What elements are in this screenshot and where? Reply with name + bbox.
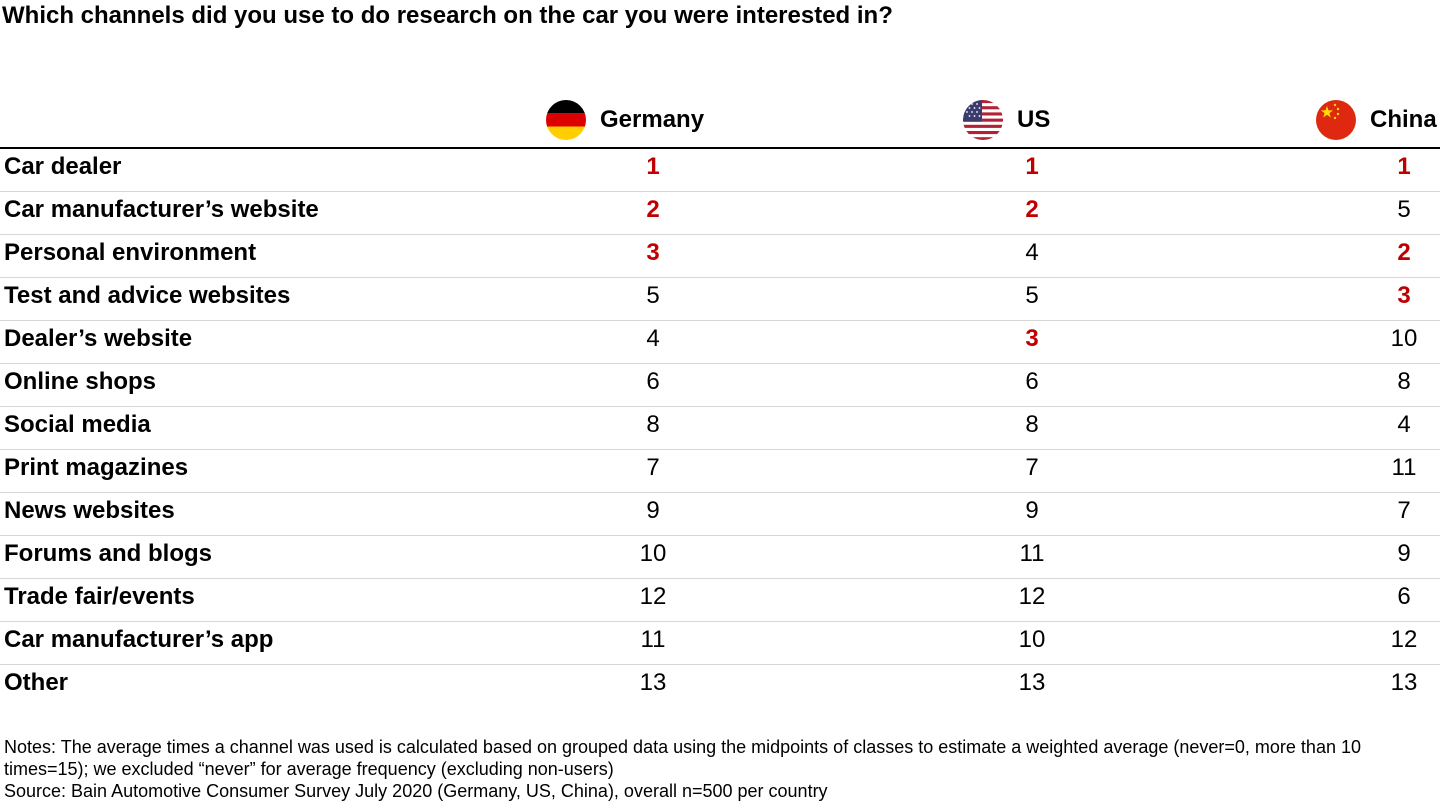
row-label: Car dealer	[4, 153, 122, 180]
rank-us: 2	[1025, 196, 1039, 223]
row-label: Online shops	[4, 368, 157, 395]
rank-china: 4	[1397, 411, 1411, 438]
rank-germany: 10	[639, 540, 667, 567]
rank-china: 11	[1391, 454, 1417, 481]
rank-china: 5	[1397, 196, 1411, 223]
rank-germany: 5	[646, 282, 660, 309]
column-header-germany-label: Germany	[600, 106, 705, 133]
table-row: Test and advice websites 5 5 3	[0, 278, 1440, 321]
rank-germany: 1	[646, 153, 660, 180]
rank-china: 6	[1397, 583, 1411, 610]
rank-germany: 11	[640, 626, 666, 653]
rank-us: 3	[1025, 325, 1039, 352]
rank-us: 13	[1018, 669, 1046, 696]
table-row: Forums and blogs 10 11 9	[0, 536, 1440, 579]
rank-us: 8	[1025, 411, 1039, 438]
row-label: Forums and blogs	[4, 540, 213, 567]
notes: Notes: The average times a channel was u…	[4, 736, 1440, 802]
rank-us: 4	[1025, 239, 1039, 266]
rank-china: 7	[1397, 497, 1411, 524]
rank-china: 10	[1390, 325, 1418, 352]
rank-us: 9	[1025, 497, 1039, 524]
rank-us: 5	[1025, 282, 1039, 309]
column-header-us-label: US	[1017, 106, 1051, 133]
rank-germany: 3	[646, 239, 660, 266]
rank-germany: 4	[646, 325, 660, 352]
rank-us: 6	[1025, 368, 1039, 395]
row-label: Car manufacturer’s website	[4, 196, 319, 223]
table-row: Car dealer 1 1 1	[0, 149, 1440, 192]
source-text: Source: Bain Automotive Consumer Survey …	[4, 781, 828, 801]
table-row: Social media 8 8 4	[0, 407, 1440, 450]
rank-us: 1	[1025, 153, 1039, 180]
rank-us: 11	[1019, 540, 1045, 567]
row-label: Test and advice websites	[4, 282, 291, 309]
rank-china: 1	[1397, 153, 1411, 180]
row-label: Social media	[4, 411, 151, 438]
column-header-germany: Germany	[546, 100, 704, 140]
column-header-china: China	[1316, 100, 1437, 140]
rank-germany: 8	[646, 411, 660, 438]
rank-china: 12	[1390, 626, 1418, 653]
row-label: Other	[4, 669, 69, 696]
rank-germany: 12	[639, 583, 667, 610]
row-label: News websites	[4, 497, 175, 524]
rank-china: 13	[1390, 669, 1418, 696]
row-label: Print magazines	[4, 454, 189, 481]
rank-germany: 6	[646, 368, 660, 395]
rank-china: 8	[1397, 368, 1411, 395]
rank-china: 3	[1397, 282, 1411, 309]
table-row: Other 13 13 13	[0, 665, 1440, 708]
china-flag-icon	[1316, 100, 1356, 140]
rank-germany: 9	[646, 497, 660, 524]
row-label: Trade fair/events	[4, 583, 195, 610]
rank-china: 9	[1397, 540, 1411, 567]
row-label: Dealer’s website	[4, 325, 193, 352]
table-row: Trade fair/events 12 12 6	[0, 579, 1440, 622]
table-row: Online shops 6 6 8	[0, 364, 1440, 407]
chart-title: Which channels did you use to do researc…	[2, 2, 893, 29]
rank-us: 7	[1025, 454, 1039, 481]
row-label: Car manufacturer’s app	[4, 626, 274, 653]
rank-china: 2	[1397, 239, 1411, 266]
row-label: Personal environment	[4, 239, 257, 266]
rank-germany: 13	[639, 669, 667, 696]
us-flag-icon	[963, 100, 1003, 140]
table-row: Car manufacturer’s app 11 10 12	[0, 622, 1440, 665]
rank-germany: 7	[646, 454, 660, 481]
table-row: Print magazines 7 7 11	[0, 450, 1440, 493]
rank-us: 12	[1018, 583, 1046, 610]
table-row: Dealer’s website 4 3 10	[0, 321, 1440, 364]
column-header-china-label: China	[1370, 106, 1437, 133]
header-rule	[0, 147, 1440, 149]
table-row: Personal environment 3 4 2	[0, 235, 1440, 278]
rank-us: 10	[1018, 626, 1046, 653]
germany-flag-icon	[546, 100, 586, 140]
table-row: Car manufacturer’s website 2 2 5	[0, 192, 1440, 235]
notes-text: Notes: The average times a channel was u…	[4, 737, 1361, 779]
column-header-us: US	[963, 100, 1050, 140]
table-row: News websites 9 9 7	[0, 493, 1440, 536]
rank-germany: 2	[646, 196, 660, 223]
